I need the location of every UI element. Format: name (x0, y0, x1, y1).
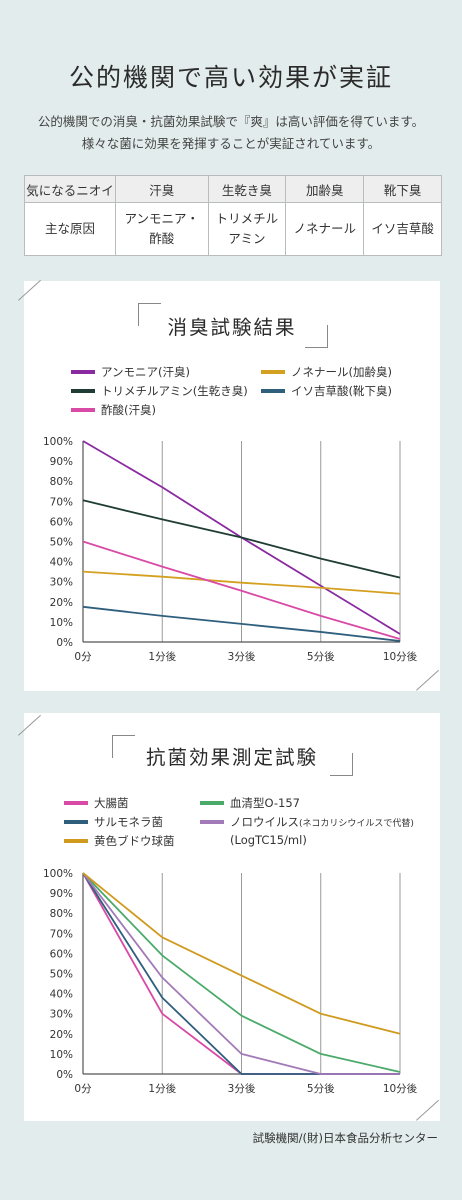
legend-swatch (200, 819, 224, 824)
chart-title: 抗菌効果測定試験 (145, 746, 318, 769)
y-tick-label: 100% (43, 436, 73, 448)
table-header-cell: 汗臭 (115, 175, 209, 203)
x-tick-label: 5分後 (307, 650, 335, 663)
table-header-cell: 加齢臭 (285, 175, 365, 203)
y-tick-label: 0% (56, 637, 73, 649)
legend-swatch (64, 838, 88, 843)
x-tick-label: 5分後 (307, 1082, 335, 1095)
y-tick-label: 90% (50, 888, 73, 900)
table-cell: ノネナール (285, 202, 365, 256)
legend-item: 黄色ブドウ球菌 (64, 833, 175, 849)
legend-item: 酢酸(汗臭) (71, 402, 156, 418)
legend-swatch (64, 800, 88, 805)
legend-item: ノネナール(加齢臭) (261, 364, 392, 380)
y-tick-label: 40% (50, 557, 73, 569)
title-bracket-open (112, 735, 135, 758)
legend-item: サルモネラ菌 (64, 814, 163, 830)
deodorant-chart-card: 消臭試験結果 アンモニア(汗臭) ノネナール(加齢臭) トリメチルアミン(生乾き… (24, 281, 440, 691)
legend-item: アンモニア(汗臭) (71, 364, 190, 380)
y-tick-label: 80% (50, 908, 73, 920)
y-tick-label: 0% (56, 1069, 73, 1081)
y-tick-label: 10% (50, 617, 73, 629)
y-tick-label: 40% (50, 989, 73, 1001)
y-tick-label: 50% (50, 969, 73, 981)
x-tick-label: 3分後 (228, 650, 256, 663)
series-line (82, 570, 401, 595)
intro-line-2: 様々な菌に効果を発揮することが実証されています。 (81, 136, 381, 151)
x-tick-label: 10分後 (383, 650, 418, 663)
table-header-cell: 気になるニオイ (24, 175, 116, 203)
y-tick-label: 30% (50, 577, 73, 589)
x-tick-label: 1分後 (148, 1082, 176, 1095)
series-line (82, 872, 401, 1073)
odor-cause-table: 気になるニオイ 汗臭 生乾き臭 加齢臭 靴下臭 主な原因 アンモニア・ 酢酸 トリ… (24, 175, 442, 256)
page-title: 公的機関で高い効果が実証 (68, 63, 393, 92)
chart-title: 消臭試験結果 (167, 316, 297, 339)
x-tick-label: 0分 (74, 1083, 92, 1095)
y-tick-label: 60% (50, 948, 73, 960)
y-tick-label: 70% (50, 928, 73, 940)
y-tick-label: 20% (50, 1029, 73, 1041)
series-line (82, 605, 401, 642)
series-line (82, 499, 401, 579)
legend-unit-note: (LogTC15/ml) (230, 833, 307, 847)
series-line (82, 872, 401, 1035)
line-chart-antibacterial: 0% 10% 20% 30% 40% 50% 60% 70% 80% 90% 100% 0分 1分後 3分… (43, 868, 418, 1095)
x-tick-label: 3分後 (228, 1082, 256, 1095)
legend-swatch (261, 369, 285, 374)
legend-swatch (71, 369, 95, 374)
legend-swatch (64, 819, 88, 824)
legend-item: 血清型O-157 (200, 795, 300, 811)
intro-text: 公的機関での消臭・抗菌効果試験で『爽』は高い評価を得ています。 様々な菌に効果を… (0, 111, 462, 155)
table-row-label: 主な原因 (24, 202, 116, 256)
legend-item: トリメチルアミン(生乾き臭) (71, 383, 248, 399)
title-bracket-open (138, 303, 161, 326)
y-tick-label: 100% (43, 868, 73, 880)
table-cell: イソ吉草酸 (363, 202, 442, 256)
table-cell: アンモニア・ 酢酸 (115, 202, 209, 256)
table-header-cell: 靴下臭 (363, 175, 442, 203)
intro-line-1: 公的機関での消臭・抗菌効果試験で『爽』は高い評価を得ています。 (37, 114, 425, 129)
antibacterial-chart-card: 抗菌効果測定試験 大腸菌 血清型O-157 サルモネラ菌 ノロウイルス(ネコカリ… (24, 713, 440, 1121)
legend-swatch (71, 388, 95, 393)
legend-item: ノロウイルス(ネコカリシウイルスで代替) (200, 814, 414, 830)
line-chart-deodorant: 0% 10% 20% 30% 40% 50% 60% 70% 80% 90% 100% 0分 1分後 3分… (43, 436, 418, 663)
y-tick-label: 10% (50, 1049, 73, 1061)
table-header-row: 気になるニオイ 汗臭 生乾き臭 加齢臭 靴下臭 (24, 175, 442, 203)
x-tick-label: 10分後 (383, 1082, 418, 1095)
test-institution-note: 試験機関/(財)日本食品分析センター (252, 1131, 438, 1145)
legend-swatch (200, 800, 224, 805)
y-tick-label: 30% (50, 1009, 73, 1021)
legend-swatch (71, 407, 95, 412)
series-line (82, 872, 400, 1075)
series-line (82, 540, 401, 640)
title-bracket-close (330, 753, 353, 776)
y-tick-label: 70% (50, 496, 73, 508)
y-tick-label: 50% (50, 537, 73, 549)
y-tick-label: 80% (50, 476, 73, 488)
y-tick-label: 90% (50, 456, 73, 468)
table-row: 主な原因 アンモニア・ 酢酸 トリメチル アミン ノネナール イソ吉草酸 (24, 202, 442, 256)
y-tick-label: 60% (50, 516, 73, 528)
x-tick-label: 0分 (74, 651, 92, 663)
legend-item: 大腸菌 (64, 795, 129, 811)
legend-item: イソ吉草酸(靴下臭) (261, 383, 392, 399)
table-cell: トリメチル アミン (207, 202, 287, 256)
x-tick-label: 1分後 (148, 650, 176, 663)
legend-swatch (261, 388, 285, 393)
title-bracket-close (305, 325, 328, 348)
y-tick-label: 20% (50, 597, 73, 609)
table-header-cell: 生乾き臭 (207, 175, 287, 203)
